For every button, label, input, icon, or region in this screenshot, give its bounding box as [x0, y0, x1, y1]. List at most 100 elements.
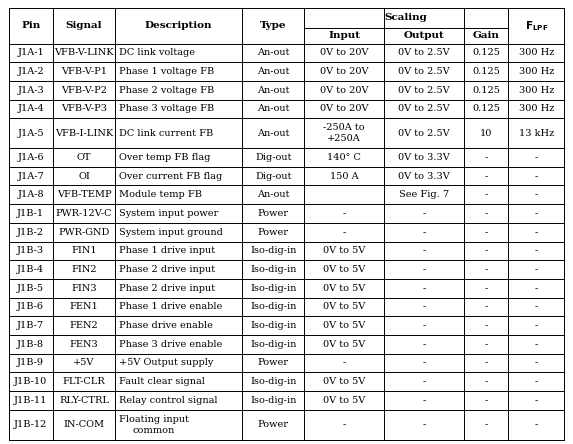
Text: Signal: Signal: [66, 21, 102, 30]
Text: 0.125: 0.125: [472, 86, 500, 95]
Text: -: -: [422, 321, 426, 330]
Text: -: -: [484, 153, 488, 162]
Text: VFB-I-LINK: VFB-I-LINK: [55, 129, 113, 138]
Text: -: -: [422, 209, 426, 218]
Text: 0V to 20V: 0V to 20V: [320, 86, 368, 95]
Text: J1A-5: J1A-5: [17, 129, 44, 138]
Text: Gain: Gain: [473, 31, 500, 40]
Text: -: -: [535, 358, 538, 368]
Text: J1B-7: J1B-7: [17, 321, 44, 330]
Text: IN-COM: IN-COM: [64, 420, 104, 429]
Text: Phase 1 drive enable: Phase 1 drive enable: [119, 302, 222, 311]
Text: PWR-GND: PWR-GND: [58, 228, 109, 237]
Text: An-out: An-out: [257, 48, 289, 57]
Text: -: -: [484, 420, 488, 429]
Text: System input ground: System input ground: [119, 228, 223, 237]
Text: Power: Power: [258, 358, 289, 368]
Text: 0.125: 0.125: [472, 104, 500, 113]
Text: -: -: [422, 284, 426, 293]
Text: -: -: [484, 246, 488, 255]
Text: 300 Hz: 300 Hz: [519, 104, 554, 113]
Text: Floating input
common: Floating input common: [119, 415, 189, 435]
Text: An-out: An-out: [257, 129, 289, 138]
Text: J1A-4: J1A-4: [17, 104, 44, 113]
Text: J1A-6: J1A-6: [17, 153, 44, 162]
Text: Relay control signal: Relay control signal: [119, 396, 218, 405]
Text: -: -: [422, 265, 426, 274]
Text: 300 Hz: 300 Hz: [519, 67, 554, 76]
Text: 0V to 5V: 0V to 5V: [323, 284, 365, 293]
Text: J1B-6: J1B-6: [17, 302, 44, 311]
Text: -: -: [535, 284, 538, 293]
Text: 0V to 20V: 0V to 20V: [320, 48, 368, 57]
Text: Type: Type: [260, 21, 286, 30]
Text: -: -: [484, 358, 488, 368]
Text: Phase 1 drive input: Phase 1 drive input: [119, 246, 215, 255]
Text: J1B-10: J1B-10: [14, 377, 48, 386]
Text: J1A-2: J1A-2: [17, 67, 44, 76]
Text: FIN3: FIN3: [71, 284, 97, 293]
Text: -: -: [484, 228, 488, 237]
Text: DC link current FB: DC link current FB: [119, 129, 213, 138]
Text: VFB-TEMP: VFB-TEMP: [57, 190, 111, 199]
Text: -: -: [422, 396, 426, 405]
Text: VFB-V-P1: VFB-V-P1: [61, 67, 107, 76]
Text: -: -: [422, 358, 426, 368]
Text: -: -: [535, 172, 538, 181]
Text: J1A-1: J1A-1: [17, 48, 44, 57]
Text: J1B-11: J1B-11: [14, 396, 48, 405]
Text: FLT-CLR: FLT-CLR: [62, 377, 105, 386]
Text: -: -: [422, 340, 426, 349]
Text: -: -: [535, 190, 538, 199]
Text: -: -: [484, 321, 488, 330]
Text: 300 Hz: 300 Hz: [519, 86, 554, 95]
Text: 140° C: 140° C: [327, 153, 361, 162]
Text: Iso-dig-in: Iso-dig-in: [250, 246, 296, 255]
Text: Power: Power: [258, 209, 289, 218]
Text: Phase 2 voltage FB: Phase 2 voltage FB: [119, 86, 214, 95]
Text: J1A-3: J1A-3: [17, 86, 44, 95]
Text: -: -: [535, 153, 538, 162]
Text: -: -: [535, 420, 538, 429]
Text: -: -: [535, 396, 538, 405]
Text: -: -: [484, 340, 488, 349]
Text: 0V to 5V: 0V to 5V: [323, 396, 365, 405]
Text: OT: OT: [77, 153, 91, 162]
Text: 0V to 2.5V: 0V to 2.5V: [398, 67, 450, 76]
Text: J1B-8: J1B-8: [17, 340, 44, 349]
Text: An-out: An-out: [257, 190, 289, 199]
Text: FIN1: FIN1: [71, 246, 97, 255]
Text: 0V to 2.5V: 0V to 2.5V: [398, 104, 450, 113]
Text: Scaling: Scaling: [385, 13, 427, 23]
Text: J1B-2: J1B-2: [17, 228, 44, 237]
Text: J1B-5: J1B-5: [17, 284, 44, 293]
Text: -: -: [535, 228, 538, 237]
Text: Phase drive enable: Phase drive enable: [119, 321, 213, 330]
Text: Iso-dig-in: Iso-dig-in: [250, 340, 296, 349]
Text: -: -: [535, 377, 538, 386]
Text: -: -: [535, 321, 538, 330]
Text: FIN2: FIN2: [71, 265, 97, 274]
Text: Dig-out: Dig-out: [255, 153, 292, 162]
Text: See Fig. 7: See Fig. 7: [399, 190, 449, 199]
Text: 0V to 3.3V: 0V to 3.3V: [398, 153, 450, 162]
Text: Phase 3 drive enable: Phase 3 drive enable: [119, 340, 222, 349]
Text: -: -: [535, 340, 538, 349]
Text: -: -: [484, 265, 488, 274]
Text: 13 kHz: 13 kHz: [519, 129, 554, 138]
Text: -: -: [484, 172, 488, 181]
Text: J1A-8: J1A-8: [17, 190, 44, 199]
Text: 0V to 5V: 0V to 5V: [323, 246, 365, 255]
Text: VFB-V-P3: VFB-V-P3: [61, 104, 107, 113]
Text: +5V: +5V: [73, 358, 95, 368]
Text: VFB-V-LINK: VFB-V-LINK: [54, 48, 114, 57]
Text: 0.125: 0.125: [472, 48, 500, 57]
Text: Power: Power: [258, 420, 289, 429]
Text: 0V to 5V: 0V to 5V: [323, 340, 365, 349]
Text: 0V to 5V: 0V to 5V: [323, 377, 365, 386]
Text: $\mathbf{F}_{\mathbf{LPF}}$: $\mathbf{F}_{\mathbf{LPF}}$: [525, 19, 548, 33]
Text: Phase 3 voltage FB: Phase 3 voltage FB: [119, 104, 214, 113]
Text: OI: OI: [78, 172, 90, 181]
Text: Phase 2 drive input: Phase 2 drive input: [119, 265, 215, 274]
Text: -250A to
+250A: -250A to +250A: [323, 123, 365, 143]
